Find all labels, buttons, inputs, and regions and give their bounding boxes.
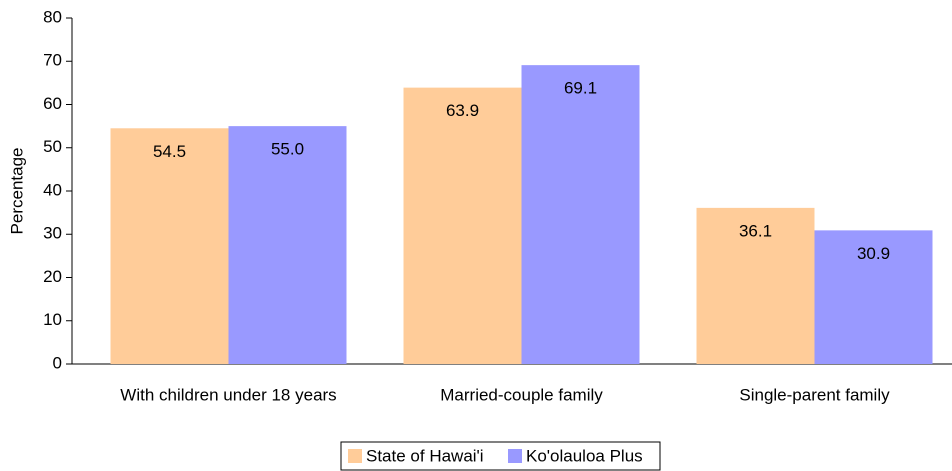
bar bbox=[521, 65, 640, 364]
value-label: 55.0 bbox=[271, 140, 304, 159]
y-tick-label: 70 bbox=[43, 51, 62, 70]
y-axis-label: Percentage bbox=[7, 148, 26, 235]
y-tick-label: 30 bbox=[43, 224, 62, 243]
y-tick-label: 60 bbox=[43, 94, 62, 113]
legend-swatch bbox=[508, 449, 522, 463]
bar bbox=[228, 126, 347, 364]
x-tick-label: Married-couple family bbox=[440, 385, 603, 404]
bar bbox=[110, 128, 229, 364]
value-label: 69.1 bbox=[564, 79, 597, 98]
value-label: 30.9 bbox=[857, 244, 890, 263]
y-tick-label: 80 bbox=[43, 7, 62, 26]
bar bbox=[403, 87, 522, 364]
y-tick-label: 10 bbox=[43, 310, 62, 329]
y-tick-label: 20 bbox=[43, 267, 62, 286]
y-tick-label: 40 bbox=[43, 180, 62, 199]
bar bbox=[814, 230, 933, 364]
legend-swatch bbox=[348, 449, 362, 463]
legend-label: State of Hawai'i bbox=[366, 446, 484, 465]
y-tick-label: 0 bbox=[53, 353, 62, 372]
value-label: 36.1 bbox=[739, 221, 772, 240]
legend-box bbox=[340, 441, 661, 471]
bar bbox=[696, 207, 815, 364]
value-label: 63.9 bbox=[446, 101, 479, 120]
y-tick-label: 50 bbox=[43, 137, 62, 156]
value-label: 54.5 bbox=[153, 142, 186, 161]
legend-label: Ko'olauloa Plus bbox=[526, 446, 643, 465]
x-tick-label: Single-parent family bbox=[739, 385, 890, 404]
x-tick-label: With children under 18 years bbox=[120, 385, 336, 404]
